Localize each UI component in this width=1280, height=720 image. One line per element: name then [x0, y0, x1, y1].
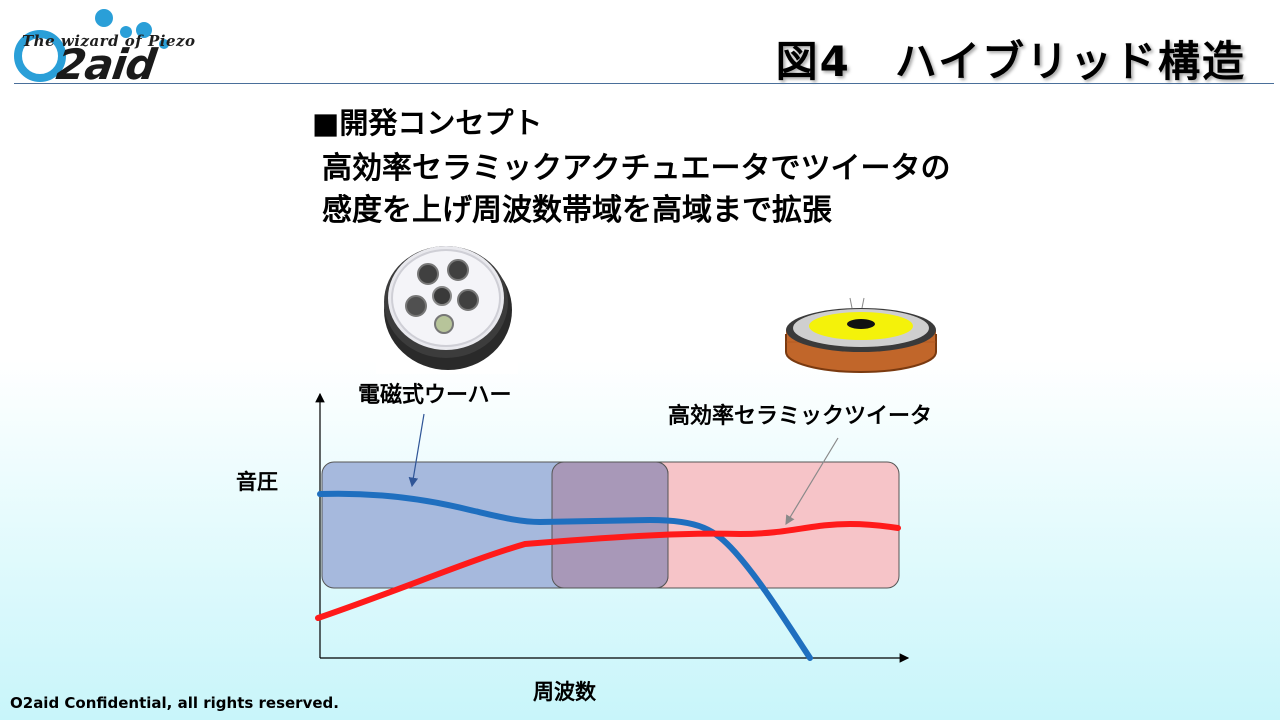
confidential-footer: O2aid Confidential, all rights reserved. — [10, 694, 339, 712]
logo-bubbles-icon — [14, 9, 169, 82]
woofer-response-curve — [317, 490, 813, 661]
logo-wordmark: O2aid — [53, 40, 159, 89]
overlap-band — [551, 461, 669, 589]
concept-body: 高効率セラミックアクチュエータでツイータの 感度を上げ周波数帯域を高域まで拡張 — [322, 148, 951, 232]
tweeter-pointer-arrow — [785, 437, 839, 526]
tweeter-image — [785, 297, 937, 373]
concept-heading: ■開発コンセプト — [312, 106, 543, 140]
logo-tagline: The wizard of Piezo — [22, 32, 196, 50]
woofer-pointer-arrow — [408, 413, 425, 488]
tweeter-label: 高効率セラミックツイータ — [668, 404, 933, 429]
woofer-label: 電磁式ウーハー — [358, 383, 512, 408]
concept-line-1: 高効率セラミックアクチュエータでツイータの — [322, 151, 951, 186]
concept-line-2: 感度を上げ周波数帯域を高域まで拡張 — [322, 193, 832, 228]
y-axis-label: 音圧 — [236, 470, 278, 494]
x-axis-label: 周波数 — [533, 680, 596, 704]
tweeter-response-curve — [315, 520, 901, 621]
header-divider — [14, 83, 1274, 84]
company-logo: The wizard of Piezo O2aid — [14, 8, 214, 89]
tweeter-band — [551, 461, 900, 589]
slide-title: 図4 ハイブリッド構造 — [775, 37, 1246, 86]
woofer-image — [376, 234, 518, 374]
woofer-band — [321, 461, 669, 589]
